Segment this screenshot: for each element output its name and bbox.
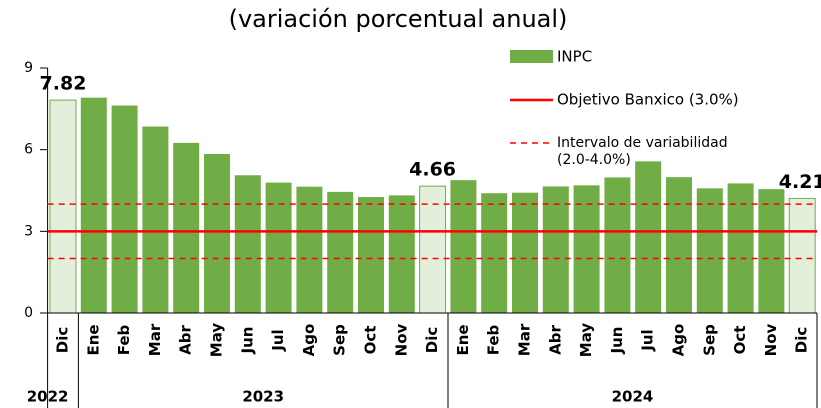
bar — [788, 197, 816, 314]
x-tick-label: Oct — [731, 326, 749, 355]
y-tick-label: 9 — [24, 60, 33, 76]
bar — [142, 126, 169, 314]
x-tick-label: Ago — [670, 324, 688, 357]
x-tick-label: Sep — [700, 324, 718, 356]
data-label: 7.82 — [40, 73, 87, 95]
group-label: 2022 — [27, 388, 69, 406]
x-tick-label: Mar — [516, 323, 534, 356]
y-tick-label: 6 — [24, 142, 33, 158]
bar — [419, 185, 447, 314]
x-tick-label: Dic — [793, 327, 811, 353]
bar — [388, 195, 415, 313]
bar — [111, 105, 138, 313]
x-tick-label: May — [208, 323, 226, 358]
x-tick-label: Ene — [454, 324, 472, 355]
bar — [204, 154, 230, 313]
x-tick-label: Feb — [115, 324, 133, 355]
y-tick-label: 0 — [24, 305, 33, 321]
bar — [635, 161, 662, 313]
legend-label: Objetivo Banxico (3.0%) — [557, 91, 739, 109]
legend-label: (2.0-4.0%) — [557, 152, 631, 168]
bar — [666, 177, 692, 313]
x-tick-label: Oct — [362, 326, 380, 355]
x-tick-label: Nov — [762, 323, 780, 356]
group-label: 2024 — [612, 388, 654, 406]
legend-swatch — [510, 50, 553, 63]
bar — [573, 185, 600, 313]
x-tick-label: Mar — [146, 323, 164, 356]
x-tick-label: Dic — [54, 327, 72, 353]
bar — [481, 193, 508, 313]
bar — [49, 99, 77, 314]
x-tick-label: Jul — [639, 329, 657, 351]
bar — [296, 186, 323, 313]
x-tick-label: Ago — [300, 324, 318, 357]
legend-label: INPC — [557, 48, 592, 66]
bar — [265, 182, 292, 313]
bar — [512, 192, 538, 313]
x-tick-label: Jun — [608, 327, 626, 355]
x-tick-label: Abr — [546, 325, 564, 355]
bar — [727, 183, 754, 313]
x-tick-label: Feb — [485, 324, 503, 355]
x-tick-label: Jul — [269, 329, 287, 351]
bar — [696, 188, 723, 313]
y-tick-label: 3 — [24, 223, 33, 239]
bar — [358, 197, 384, 313]
chart-title: (variación porcentual anual) — [229, 5, 568, 33]
bar — [542, 186, 569, 313]
bar — [604, 177, 631, 313]
group-label: 2023 — [242, 388, 284, 406]
x-tick-label: Jun — [238, 327, 256, 355]
x-tick-label: May — [577, 323, 595, 358]
data-label: 4.66 — [409, 159, 456, 181]
bar — [327, 191, 354, 313]
x-tick-label: Nov — [392, 323, 410, 356]
legend-label: Intervalo de variabilidad — [557, 135, 728, 151]
x-tick-label: Ene — [84, 324, 102, 355]
x-tick-label: Abr — [177, 325, 195, 355]
bar — [173, 142, 200, 313]
x-tick-label: Sep — [331, 324, 349, 356]
x-tick-label: Dic — [423, 327, 441, 353]
data-label: 4.21 — [779, 171, 821, 193]
bar — [234, 175, 261, 313]
bar — [450, 180, 477, 313]
bar — [80, 97, 107, 313]
bar — [758, 189, 785, 313]
